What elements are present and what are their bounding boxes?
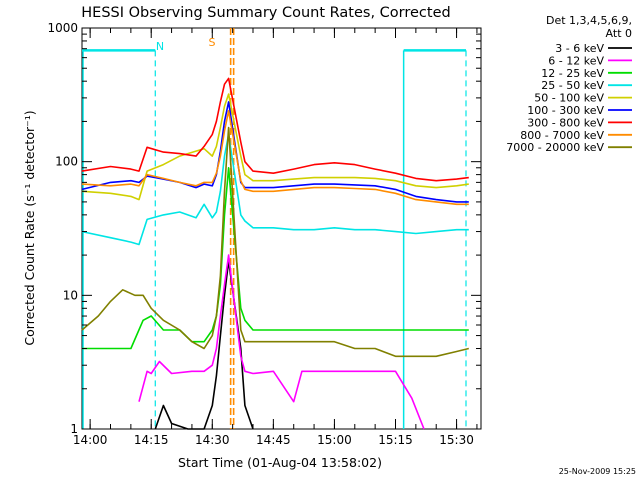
legend-label: 300 - 800 keV [527,116,604,129]
series-line-5 [81,101,469,203]
footer-date: 25-Nov-2009 15:25 [559,467,636,476]
x-tick-label: 15:30 [439,433,474,447]
legend-label: 100 - 300 keV [527,104,604,117]
x-tick-label: 14:30 [195,433,230,447]
legend-label: 25 - 50 keV [541,79,604,92]
legend-subtitle: Att 0 [606,27,632,40]
x-tick-label: 15:00 [317,433,352,447]
night-marker-label: N [156,40,164,53]
chart-title: HESSI Observing Summary Count Rates, Cor… [81,5,450,21]
x-tick-label: 14:00 [73,433,108,447]
plot-area [81,27,482,430]
y-axis-label: Corrected Count Rate (s⁻¹ detector⁻¹) [22,110,37,345]
legend-label: 7000 - 20000 keV [506,141,604,154]
series-line-3 [81,133,469,246]
x-tick-label: 15:15 [378,433,413,447]
legend-label: 6 - 12 keV [548,54,604,67]
x-tick-label: 14:15 [134,433,169,447]
y-tick-label: 100 [55,155,78,169]
legend-label: 800 - 7000 keV [520,129,604,142]
legend-label: 50 - 100 keV [534,92,604,105]
saa-marker-label: S [209,36,216,49]
series-lines [81,77,469,430]
legend-label: 12 - 25 keV [541,67,604,80]
y-axis-ticks: 1 10 100 1000 [47,21,481,436]
series-line-4 [81,93,469,201]
y-tick-label: 1000 [47,21,78,35]
y-tick-label: 10 [63,288,78,302]
series-line-8 [81,126,469,358]
series-line-1 [138,254,425,430]
legend-label: 3 - 6 keV [555,42,604,55]
series-line-7 [81,110,469,206]
y-tick-label: 1 [70,422,78,436]
x-axis-label: Start Time (01-Aug-04 13:58:02) [178,455,382,470]
x-axis-ticks: 14:00 14:15 14:30 14:45 15:00 15:15 15:30 [73,28,478,447]
legend-title: Det 1,3,4,5,6,9, [546,14,632,27]
series-line-6 [81,77,469,182]
marker-lines [82,28,467,429]
x-tick-label: 14:45 [256,433,291,447]
